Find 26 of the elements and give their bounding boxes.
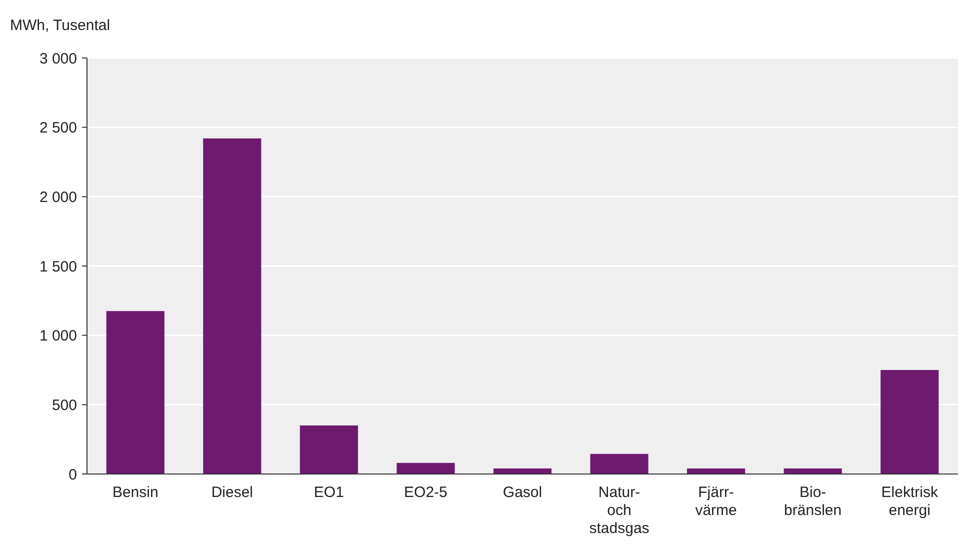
y-axis-title: MWh, Tusental	[10, 17, 110, 34]
x-tick-label: Fjärr- värme	[695, 484, 737, 519]
x-tick-label: Bio- bränslen	[784, 484, 842, 519]
bar	[396, 462, 455, 474]
x-tick-label: Bensin	[112, 484, 158, 501]
x-tick-label: Gasol	[502, 484, 542, 501]
bar	[590, 454, 648, 474]
x-tick-label: Elektrisk energi	[881, 484, 938, 519]
x-tick-label: EO2-5	[404, 484, 448, 501]
y-tick-label: 500	[52, 396, 77, 414]
bar	[203, 138, 262, 474]
bar	[300, 425, 358, 474]
y-tick-label: 1 500	[39, 258, 77, 276]
y-tick-label: 3 000	[39, 50, 77, 68]
y-tick-label: 1 000	[39, 328, 77, 345]
bar	[106, 311, 164, 474]
x-tick-label: Diesel	[211, 484, 254, 501]
bar	[784, 468, 842, 474]
bar	[687, 468, 746, 474]
y-tick-label: 0	[68, 466, 77, 484]
x-tick-label: EO1	[314, 484, 344, 501]
bar	[880, 370, 939, 474]
bar	[493, 468, 552, 474]
y-tick-label: 2 500	[39, 120, 77, 137]
y-tick-label: 2 000	[39, 188, 77, 206]
x-tick-label: Natur- och stadsgas	[589, 484, 650, 537]
